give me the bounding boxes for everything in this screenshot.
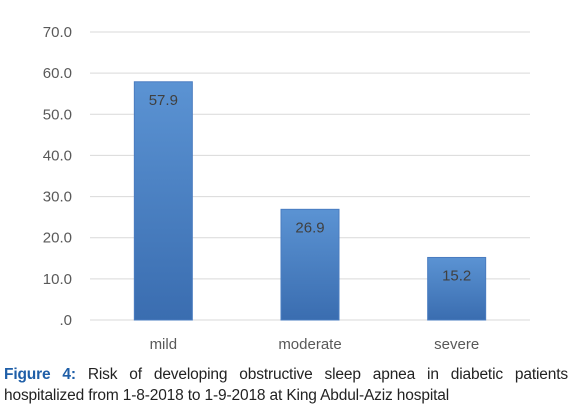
data-label-mild: 57.9 <box>149 92 178 109</box>
bar-mild <box>133 81 193 321</box>
y-tick-label: 70.0 <box>43 24 72 41</box>
y-tick-label: 30.0 <box>43 189 72 206</box>
y-tick-label: 50.0 <box>43 106 72 123</box>
x-tick-label-moderate: moderate <box>278 336 341 353</box>
y-tick-label: 20.0 <box>43 230 72 247</box>
x-tick-label-mild: mild <box>150 336 178 353</box>
bar-severe <box>427 256 487 321</box>
y-tick-label: 60.0 <box>43 65 72 82</box>
bar-chart: .0 10.0 20.0 30.0 40.0 50.0 60.0 70.0 57.9 26.9 1… <box>43 24 530 353</box>
y-tick-label: 40.0 <box>43 147 72 164</box>
figure-caption: Figure 4: Risk of developing obstructive… <box>4 364 568 406</box>
x-axis-tick-labels: mild moderate severe <box>150 336 480 353</box>
bars <box>133 81 487 321</box>
data-label-moderate: 26.9 <box>295 219 324 236</box>
bar-moderate <box>280 208 340 321</box>
figure-caption-text: Risk of developing obstructive sleep apn… <box>4 366 568 404</box>
y-tick-label: .0 <box>59 312 72 329</box>
data-label-severe: 15.2 <box>442 267 471 284</box>
data-labels: 57.9 26.9 15.2 <box>149 92 472 285</box>
figure-caption-label: Figure 4: <box>4 366 76 383</box>
y-tick-label: 10.0 <box>43 271 72 288</box>
x-tick-label-severe: severe <box>434 336 479 353</box>
y-axis-tick-labels: .0 10.0 20.0 30.0 40.0 50.0 60.0 70.0 <box>43 24 72 329</box>
